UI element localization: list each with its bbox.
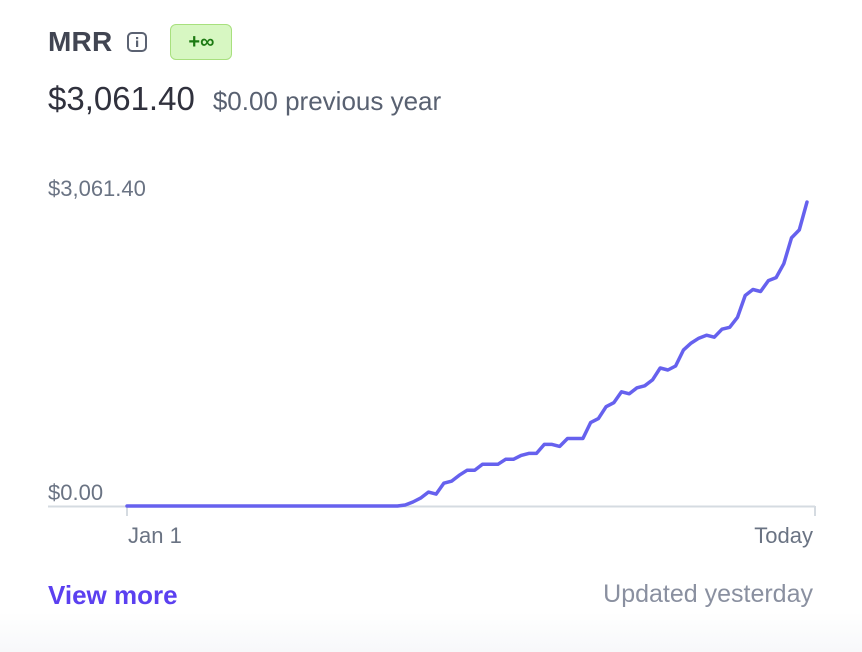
previous-value: $0.00 previous year xyxy=(212,86,442,116)
updated-status: Updated yesterday xyxy=(603,580,813,608)
info-icon[interactable] xyxy=(126,31,148,53)
footer: View more Updated yesterday xyxy=(0,560,862,652)
metric-title: MRR xyxy=(48,26,113,57)
change-badge: +∞ xyxy=(170,24,233,60)
view-more-link[interactable]: View more xyxy=(48,580,178,610)
y-label-min: $0.00 xyxy=(48,480,103,505)
x-label-start: Jan 1 xyxy=(128,523,182,548)
series-line-0 xyxy=(125,200,809,508)
x-label-end: Today xyxy=(754,523,813,548)
y-label-max: $3,061.40 xyxy=(48,176,146,201)
mrr-chart: $3,061.40 $0.00 Jan 1 Today xyxy=(48,176,816,548)
footer-shade xyxy=(0,612,862,652)
metric-header: MRR +∞ xyxy=(48,22,233,62)
current-value: $3,061.40 xyxy=(48,80,195,117)
value-row: $3,061.40 $0.00 previous year xyxy=(48,80,441,118)
